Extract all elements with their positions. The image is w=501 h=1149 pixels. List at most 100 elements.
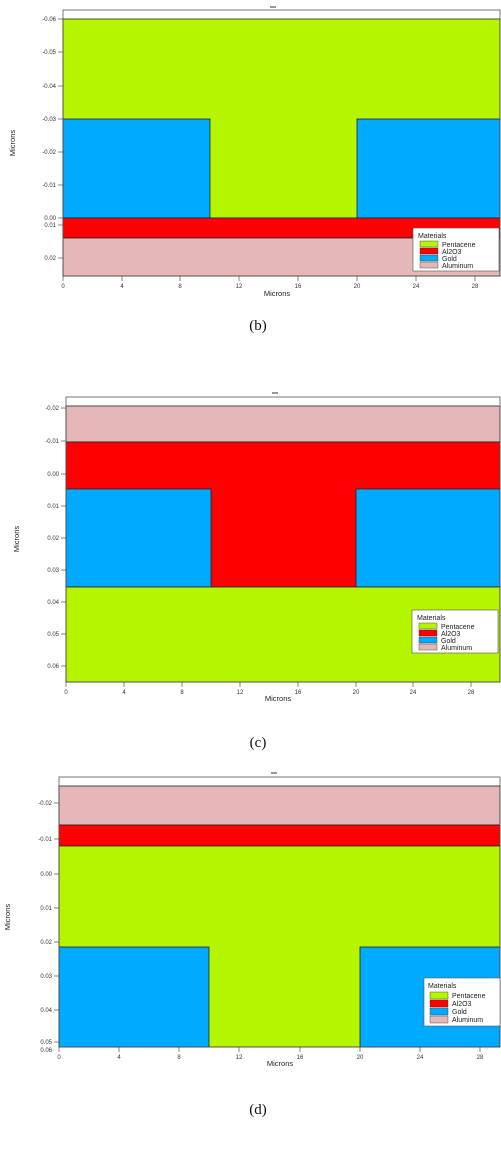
panel-c: -0.02 -0.01 0.00 0.01 0.02 0.03 0.04 0.0… (12, 392, 501, 703)
y-tick-label: -0.01 (38, 837, 52, 843)
x-tick-label: 28 (468, 690, 475, 696)
x-tick-label: 28 (472, 284, 479, 290)
x-tick-label: 8 (177, 1055, 181, 1061)
legend-label: Al2O3 (452, 1001, 472, 1008)
legend-label: Al2O3 (442, 249, 462, 256)
caption-b: (b) (249, 318, 267, 334)
x-tick-label: 20 (353, 690, 360, 696)
legend-label: Pentacene (441, 624, 475, 631)
x-tick-label: 16 (295, 690, 302, 696)
y-tick-label: 0.05 (40, 1040, 52, 1046)
x-tick-label: 20 (354, 284, 361, 290)
y-axis-title: Microns (12, 526, 21, 553)
y-tick-label: 0.00 (40, 872, 52, 878)
y-tick-label: 0.05 (47, 632, 59, 638)
y-tick-label: 0.04 (40, 1008, 52, 1014)
y-tick-label: 0.06 (47, 664, 59, 670)
legend-swatch-gold (429, 1007, 449, 1016)
y-tick-label: 0.01 (40, 906, 52, 912)
x-tick-label: 24 (413, 284, 420, 290)
y-tick-label: -0.03 (42, 117, 56, 123)
region-gold-left (65, 488, 212, 588)
y-tick-label: 0.01 (44, 223, 56, 229)
x-tick-label: 12 (237, 690, 244, 696)
panel-d: -0.02 -0.01 0.00 0.01 0.02 0.03 0.04 0.0… (3, 772, 501, 1068)
legend-label: Aluminum (452, 1017, 483, 1024)
legend-swatch-gold (419, 254, 439, 262)
y-tick-label: 0.02 (47, 536, 59, 542)
legend-swatch-aluminum (419, 261, 439, 269)
region-aluminum (58, 785, 501, 826)
legend-label: Pentacene (442, 242, 476, 249)
y-axis-title: Microns (8, 130, 17, 157)
legend-label: Gold (441, 638, 456, 645)
y-tick-label: 0.03 (47, 568, 59, 574)
legend-swatch-al2o3 (419, 247, 439, 255)
legend-label: Al2O3 (441, 631, 461, 638)
x-tick-label: 8 (178, 284, 182, 290)
region-gold-right (356, 118, 501, 219)
y-tick-label: 0.06 (40, 1048, 52, 1054)
legend-swatch-al2o3 (429, 999, 449, 1008)
y-tick-label: 0.00 (47, 472, 59, 478)
legend: Materials Pentacene Al2O3 Gold Aluminum (411, 609, 499, 654)
region-gold-left (62, 118, 211, 219)
y-tick-label: -0.06 (42, 17, 56, 23)
legend-label: Gold (442, 256, 457, 263)
x-tick-label: 4 (122, 690, 126, 696)
region-gold-right (355, 488, 501, 588)
y-tick-label: -0.02 (42, 150, 56, 156)
x-tick-label: 0 (61, 284, 65, 290)
legend: Materials Pentacene Al2O3 Gold Aluminum (412, 227, 500, 272)
legend-label: Aluminum (441, 645, 472, 652)
y-tick-label: 0.01 (47, 504, 59, 510)
region-gold-left (58, 946, 210, 1048)
y-tick-label: 0.02 (44, 256, 56, 262)
panel-b: -0.06 -0.05 -0.04 -0.03 -0.02 -0.01 0.00… (8, 6, 501, 298)
x-tick-label: 0 (64, 690, 68, 696)
y-tick-label: 0.00 (44, 216, 56, 222)
region-al2o3 (58, 824, 501, 847)
region-aluminum (65, 405, 501, 443)
x-tick-label: 0 (57, 1055, 61, 1061)
legend-label: Gold (452, 1009, 467, 1016)
legend-label: Pentacene (452, 993, 486, 1000)
legend-swatch-pentacene (418, 622, 438, 630)
y-tick-label: -0.04 (42, 84, 56, 90)
x-tick-label: 16 (295, 284, 302, 290)
legend-label: Aluminum (442, 263, 473, 270)
legend-swatch-pentacene (419, 240, 439, 248)
x-axis-title: Microns (265, 694, 292, 703)
y-axis-title: Microns (3, 904, 12, 931)
legend-swatch-gold (418, 636, 438, 644)
x-tick-label: 20 (357, 1055, 364, 1061)
legend-swatch-al2o3 (418, 629, 438, 637)
y-tick-label: 0.03 (40, 974, 52, 980)
x-tick-label: 4 (120, 284, 124, 290)
legend-swatch-aluminum (418, 643, 438, 651)
x-tick-label: 24 (410, 690, 417, 696)
caption-d: (d) (249, 1102, 267, 1118)
y-tick-label: -0.01 (42, 183, 56, 189)
y-tick-label: -0.02 (45, 406, 59, 412)
legend-title: Materials (417, 615, 446, 622)
y-tick-label: -0.01 (45, 439, 59, 445)
legend: Materials Pentacene Al2O3 Gold Aluminum (423, 977, 501, 1027)
x-axis-title: Microns (267, 1059, 294, 1068)
x-axis-title: Microns (264, 289, 291, 298)
x-tick-label: 4 (117, 1055, 121, 1061)
y-tick-label: 0.02 (40, 940, 52, 946)
x-tick-label: 12 (236, 1055, 243, 1061)
x-tick-label: 24 (417, 1055, 424, 1061)
legend-title: Materials (428, 983, 457, 990)
x-tick-label: 28 (477, 1055, 484, 1061)
legend-swatch-aluminum (429, 1015, 449, 1024)
caption-c: (c) (249, 735, 267, 751)
plot-frame (65, 396, 501, 683)
y-tick-label: -0.02 (38, 801, 52, 807)
y-tick-label: 0.04 (47, 600, 59, 606)
legend-swatch-pentacene (429, 991, 449, 1000)
plot-frame (62, 9, 501, 277)
x-tick-label: 12 (236, 284, 243, 290)
